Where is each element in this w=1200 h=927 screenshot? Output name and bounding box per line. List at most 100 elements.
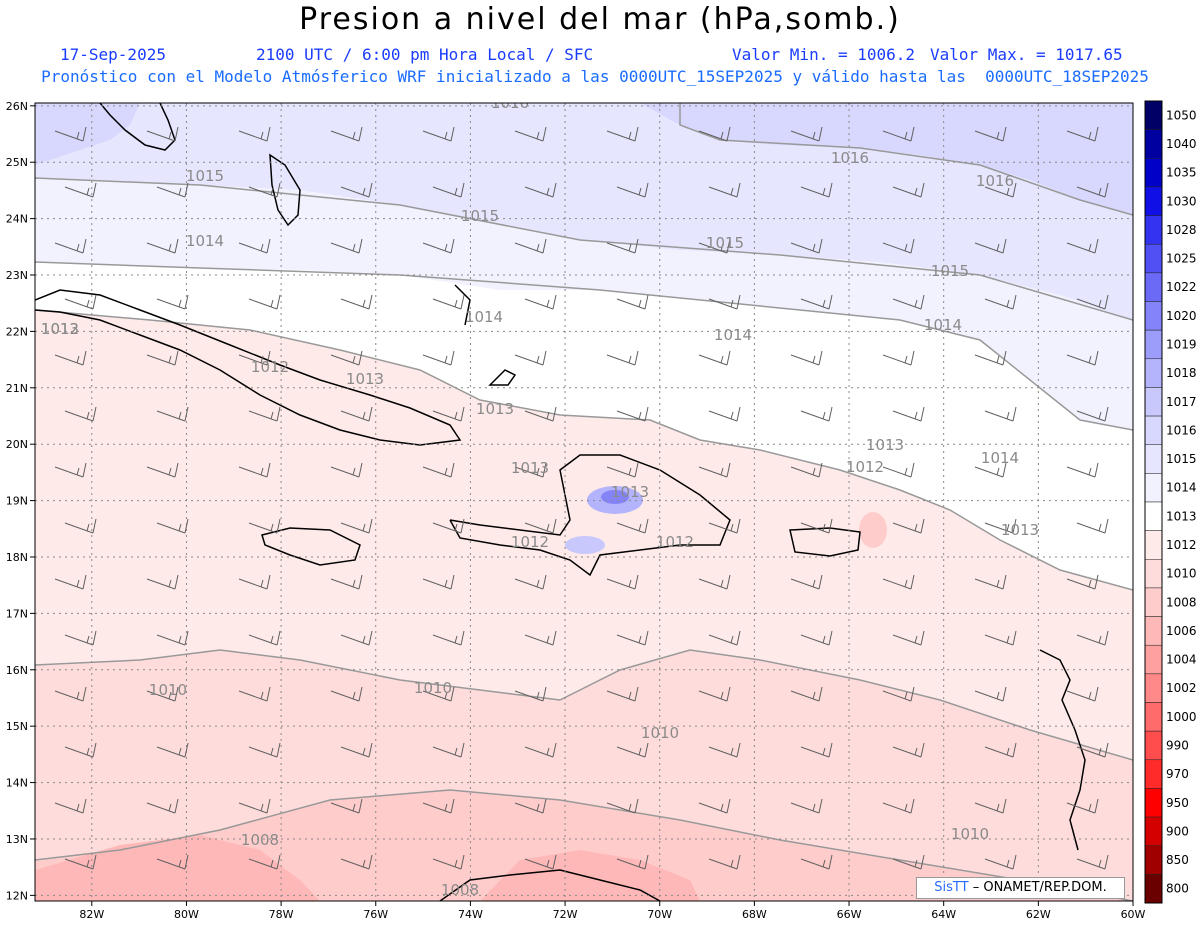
lat-label: 21N (6, 382, 28, 395)
wind-barb (698, 350, 731, 366)
wind-barb (1066, 798, 1099, 814)
wind-barb (54, 798, 87, 814)
colorbar-label: 1018 (1166, 366, 1197, 380)
coast-venezuela (439, 869, 661, 901)
coast-andros (269, 153, 301, 227)
lat-label: 20N (6, 438, 28, 451)
wind-barb (606, 462, 639, 478)
isobar-label: 1015 (186, 167, 224, 185)
wind-barb (238, 462, 271, 478)
wind-barb (800, 742, 833, 758)
wind-barb (616, 630, 649, 646)
wind-barb (146, 126, 179, 142)
wind-barb (330, 798, 363, 814)
colorbar-label: 1004 (1166, 653, 1197, 667)
lat-label: 15N (6, 720, 28, 733)
wind-barb (882, 686, 915, 702)
wind-barb (340, 406, 373, 422)
isobar-label: 1010 (149, 681, 187, 699)
wind-barb (974, 574, 1007, 590)
valid-date: 17-Sep-2025 (60, 45, 166, 64)
wind-barb (800, 518, 833, 534)
wind-barb (156, 294, 189, 310)
wind-barb (524, 854, 557, 870)
isobar-label: 1010 (951, 825, 989, 843)
isobar-label: 1013 (41, 320, 79, 338)
wind-barb (974, 798, 1007, 814)
model-info: Pronóstico con el Modelo Atmósferico WRF… (41, 67, 1149, 86)
wind-barb (698, 798, 731, 814)
coast-florida (99, 103, 176, 151)
isobar-label: 1013 (1001, 521, 1039, 539)
lon-label: 64W (931, 908, 956, 921)
wind-barb (790, 238, 823, 254)
wind-barb (238, 350, 271, 366)
wind-barb (708, 406, 741, 422)
wind-barb (422, 350, 455, 366)
latitude-labels: 26N 25N 24N 23N 22N 21N 20N 19N 18N 17N 16N 15N 14N 1… (6, 100, 35, 902)
wind-barb (882, 238, 915, 254)
colorbar-swatch (1144, 301, 1163, 331)
coast-hispaniola (449, 454, 731, 577)
colorbar-swatch (1144, 788, 1163, 818)
high-pressure-core (601, 490, 629, 504)
band-1008 (35, 103, 1133, 901)
isobar-label: 1013 (866, 436, 904, 454)
wind-barb (422, 238, 455, 254)
wind-barb (882, 798, 915, 814)
map-title: Presion a nivel del mar (hPa,somb.) (299, 2, 901, 37)
wind-barb (156, 518, 189, 534)
wind-barb (1076, 518, 1109, 534)
lon-label: 74W (458, 908, 483, 921)
wind-barb (974, 462, 1007, 478)
wind-barb (432, 294, 465, 310)
lat-label: 13N (6, 833, 28, 846)
wind-barb (422, 574, 455, 590)
wind-barb (1076, 742, 1109, 758)
colorbar-label: 1040 (1166, 137, 1197, 151)
wind-barb (984, 406, 1017, 422)
wind-barb (248, 742, 281, 758)
colorbar-label: 1050 (1166, 108, 1197, 122)
colorbar-swatch (1144, 473, 1163, 503)
longitude-labels: 82W 80W 78W 76W 74W 72W 70W 68W 66W 64W 62W 60W (79, 901, 1146, 921)
wind-barb (64, 294, 97, 310)
wind-barb (248, 294, 281, 310)
lon-label: 62W (1026, 908, 1051, 921)
isobar-label: 1016 (831, 149, 869, 167)
wind-barb (882, 462, 915, 478)
lat-label: 17N (6, 607, 28, 620)
wind-barb (514, 574, 547, 590)
wind-barb (892, 518, 925, 534)
wind-barb (606, 238, 639, 254)
wind-barb (422, 126, 455, 142)
wind-barb (64, 854, 97, 870)
credit-badge: SisTT – ONAMET/REP.DOM. (916, 877, 1125, 899)
colorbar-label: 1002 (1166, 681, 1197, 695)
isobar-label: 1012 (511, 533, 549, 551)
wind-barb (147, 911, 178, 925)
isobar-1013 (35, 261, 1133, 431)
wind-barb (1076, 630, 1109, 646)
colorbar-label: 1006 (1166, 624, 1197, 638)
lon-label: 60W (1121, 908, 1146, 921)
band-1016-sw (35, 103, 140, 165)
wind-barb (1066, 126, 1099, 142)
wind-barb (974, 126, 1007, 142)
wind-barb (422, 798, 455, 814)
wind-barb (892, 406, 925, 422)
colorbar-swatch (1144, 243, 1163, 274)
low-pressure-pr-east (859, 512, 887, 548)
wind-barb (64, 630, 97, 646)
wind-barb (606, 350, 639, 366)
wind-barb (1076, 182, 1109, 198)
wind-barb (248, 518, 281, 534)
colorbar-swatch (1144, 444, 1163, 474)
wind-barb (515, 911, 546, 925)
coast-bahamas-east (454, 284, 517, 386)
wind-barb (54, 686, 87, 702)
lat-label: 14N (6, 777, 28, 790)
wind-barb (790, 350, 823, 366)
wind-barb (514, 686, 547, 702)
colorbar-swatch (1144, 644, 1163, 675)
